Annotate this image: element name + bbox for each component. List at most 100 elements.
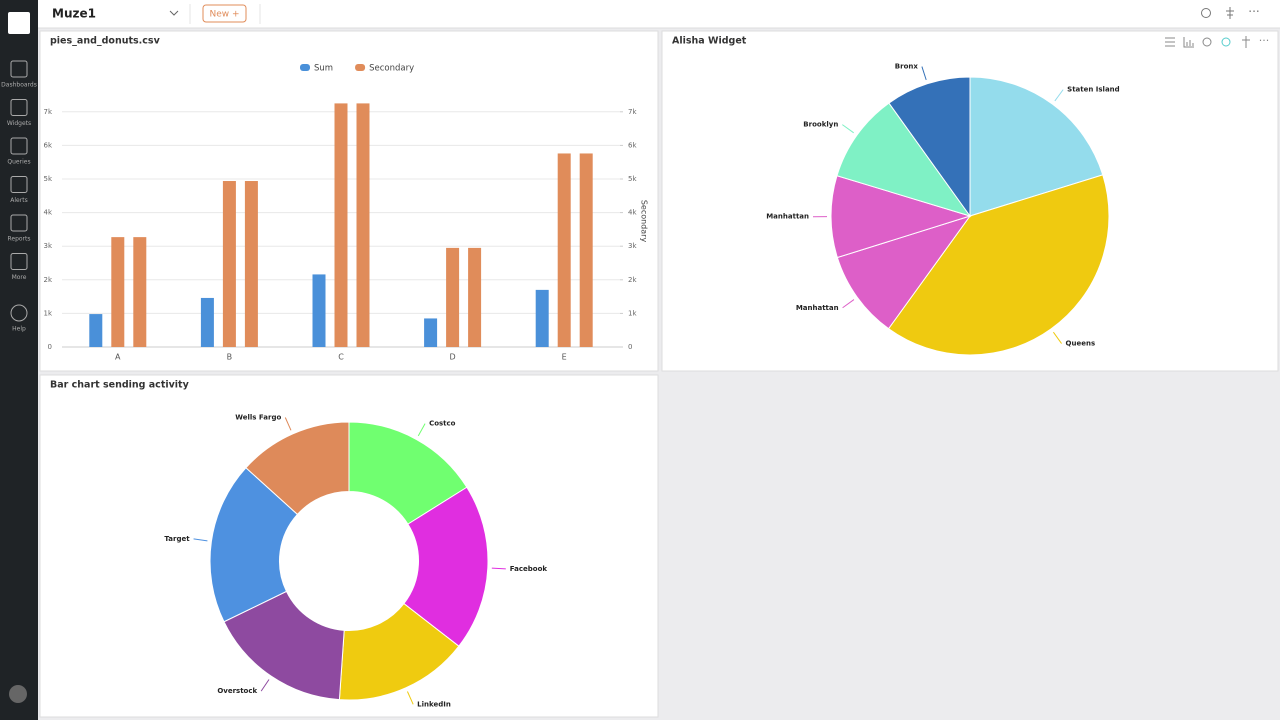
idea-icon[interactable] [1202,37,1212,47]
sidebar-label[interactable]: Widgets [7,120,31,127]
slice-label: Manhattan [766,213,809,221]
bar [312,274,326,347]
panel-title: Alisha Widget [672,36,747,47]
slice[interactable] [836,102,972,217]
sidebar-icon[interactable] [10,60,28,78]
bar [133,237,147,347]
new-button[interactable] [202,4,247,23]
logo[interactable] [8,12,30,34]
dropdown-caret[interactable] [169,10,179,16]
y2-tick-label: 6k [628,141,637,149]
y2-tick-label: 4k [628,209,637,217]
sidebar-label[interactable]: Dashboards [1,82,37,89]
leader-line [417,423,426,437]
sidebar-icon[interactable] [10,137,28,155]
legend-swatch[interactable] [300,64,310,71]
y-tick-label: 7k [43,108,52,116]
sidebar-label[interactable]: Alerts [10,197,27,204]
y-tick-label: 0 [48,343,52,351]
bar [356,103,370,348]
x-tick-label: D [450,353,456,362]
legend-swatch[interactable] [355,64,366,71]
more-icon[interactable]: ··· [1259,34,1270,47]
y2-tick-label: 1k [628,309,637,317]
sidebar-label[interactable]: Queries [7,159,30,166]
sidebar-label[interactable]: More [12,274,27,281]
chart-icon[interactable] [1183,37,1194,48]
slice[interactable] [887,174,1110,356]
slice-label: LinkedIn [417,700,451,708]
filter-icon[interactable] [1226,7,1234,19]
slice[interactable] [836,215,972,330]
x-tick-label: E [562,353,567,362]
bar [89,314,103,347]
sidebar [0,0,38,720]
widget-toolbar [1165,36,1250,48]
slice-label: Costco [429,420,456,428]
bar [557,153,571,347]
leader-line [491,567,506,570]
bar [334,103,348,348]
x-tick-label: B [227,353,233,362]
user-avatar[interactable] [9,685,27,703]
slice-label: Overstock [217,687,257,695]
y-tick-label: 4k [43,209,52,217]
y-tick-label: 2k [43,276,52,284]
y2-axis-label: Secondary [640,200,649,243]
y2-tick-label: 7k [628,108,637,116]
y2-tick-label: 5k [628,175,637,183]
slice-label: Queens [1066,340,1096,348]
leader-line [842,124,854,134]
y2-tick-label: 3k [628,242,637,250]
leader-line [921,66,927,81]
refresh-icon[interactable] [1221,37,1231,47]
leader-line [1052,331,1062,344]
sidebar-icon[interactable] [10,214,28,232]
leader-line [842,299,855,309]
slice-label: Manhattan [796,304,839,312]
x-tick-label: C [338,353,344,362]
sidebar-icon[interactable] [10,99,28,116]
legend-label[interactable]: Sum [314,64,333,74]
sidebar-icon[interactable] [10,304,28,322]
panel-title: Bar chart sending activity [50,380,190,391]
more-icon[interactable]: ··· [1248,5,1259,19]
slice[interactable] [209,467,299,623]
slice[interactable] [969,76,1104,217]
bar [200,297,214,347]
slice[interactable] [403,486,489,647]
bar [424,318,438,347]
filter-icon[interactable] [1242,36,1250,48]
slice[interactable] [830,175,972,259]
bar [579,153,593,347]
y-tick-label: 1k [43,309,52,317]
dashboard-name[interactable]: Muze1 [52,7,96,21]
slice-label: Facebook [510,565,548,573]
y-tick-label: 6k [43,141,52,149]
leader-line [1054,89,1064,102]
legend-label[interactable]: Secondary [369,64,414,74]
slice[interactable] [245,421,350,516]
x-tick-label: A [115,353,121,362]
settings-icon[interactable] [1201,8,1211,18]
sidebar-icon[interactable] [10,253,28,270]
slice-label: Wells Fargo [235,414,281,422]
leader-line [284,417,292,431]
leader-line [406,691,414,705]
slice[interactable] [888,76,971,218]
sidebar-label[interactable]: Reports [7,236,30,243]
bar [244,181,258,347]
leader-line [193,538,208,542]
bar [468,247,482,347]
new-button-label[interactable]: New + [209,10,239,20]
y2-tick-label: 2k [628,276,637,284]
sidebar-label[interactable]: Help [12,326,26,333]
bar [446,247,460,347]
slice-label: Brooklyn [803,121,838,129]
sidebar-icon[interactable] [10,176,28,193]
y-tick-label: 5k [43,175,52,183]
bar [111,237,125,347]
menu-icon[interactable] [1165,37,1175,47]
